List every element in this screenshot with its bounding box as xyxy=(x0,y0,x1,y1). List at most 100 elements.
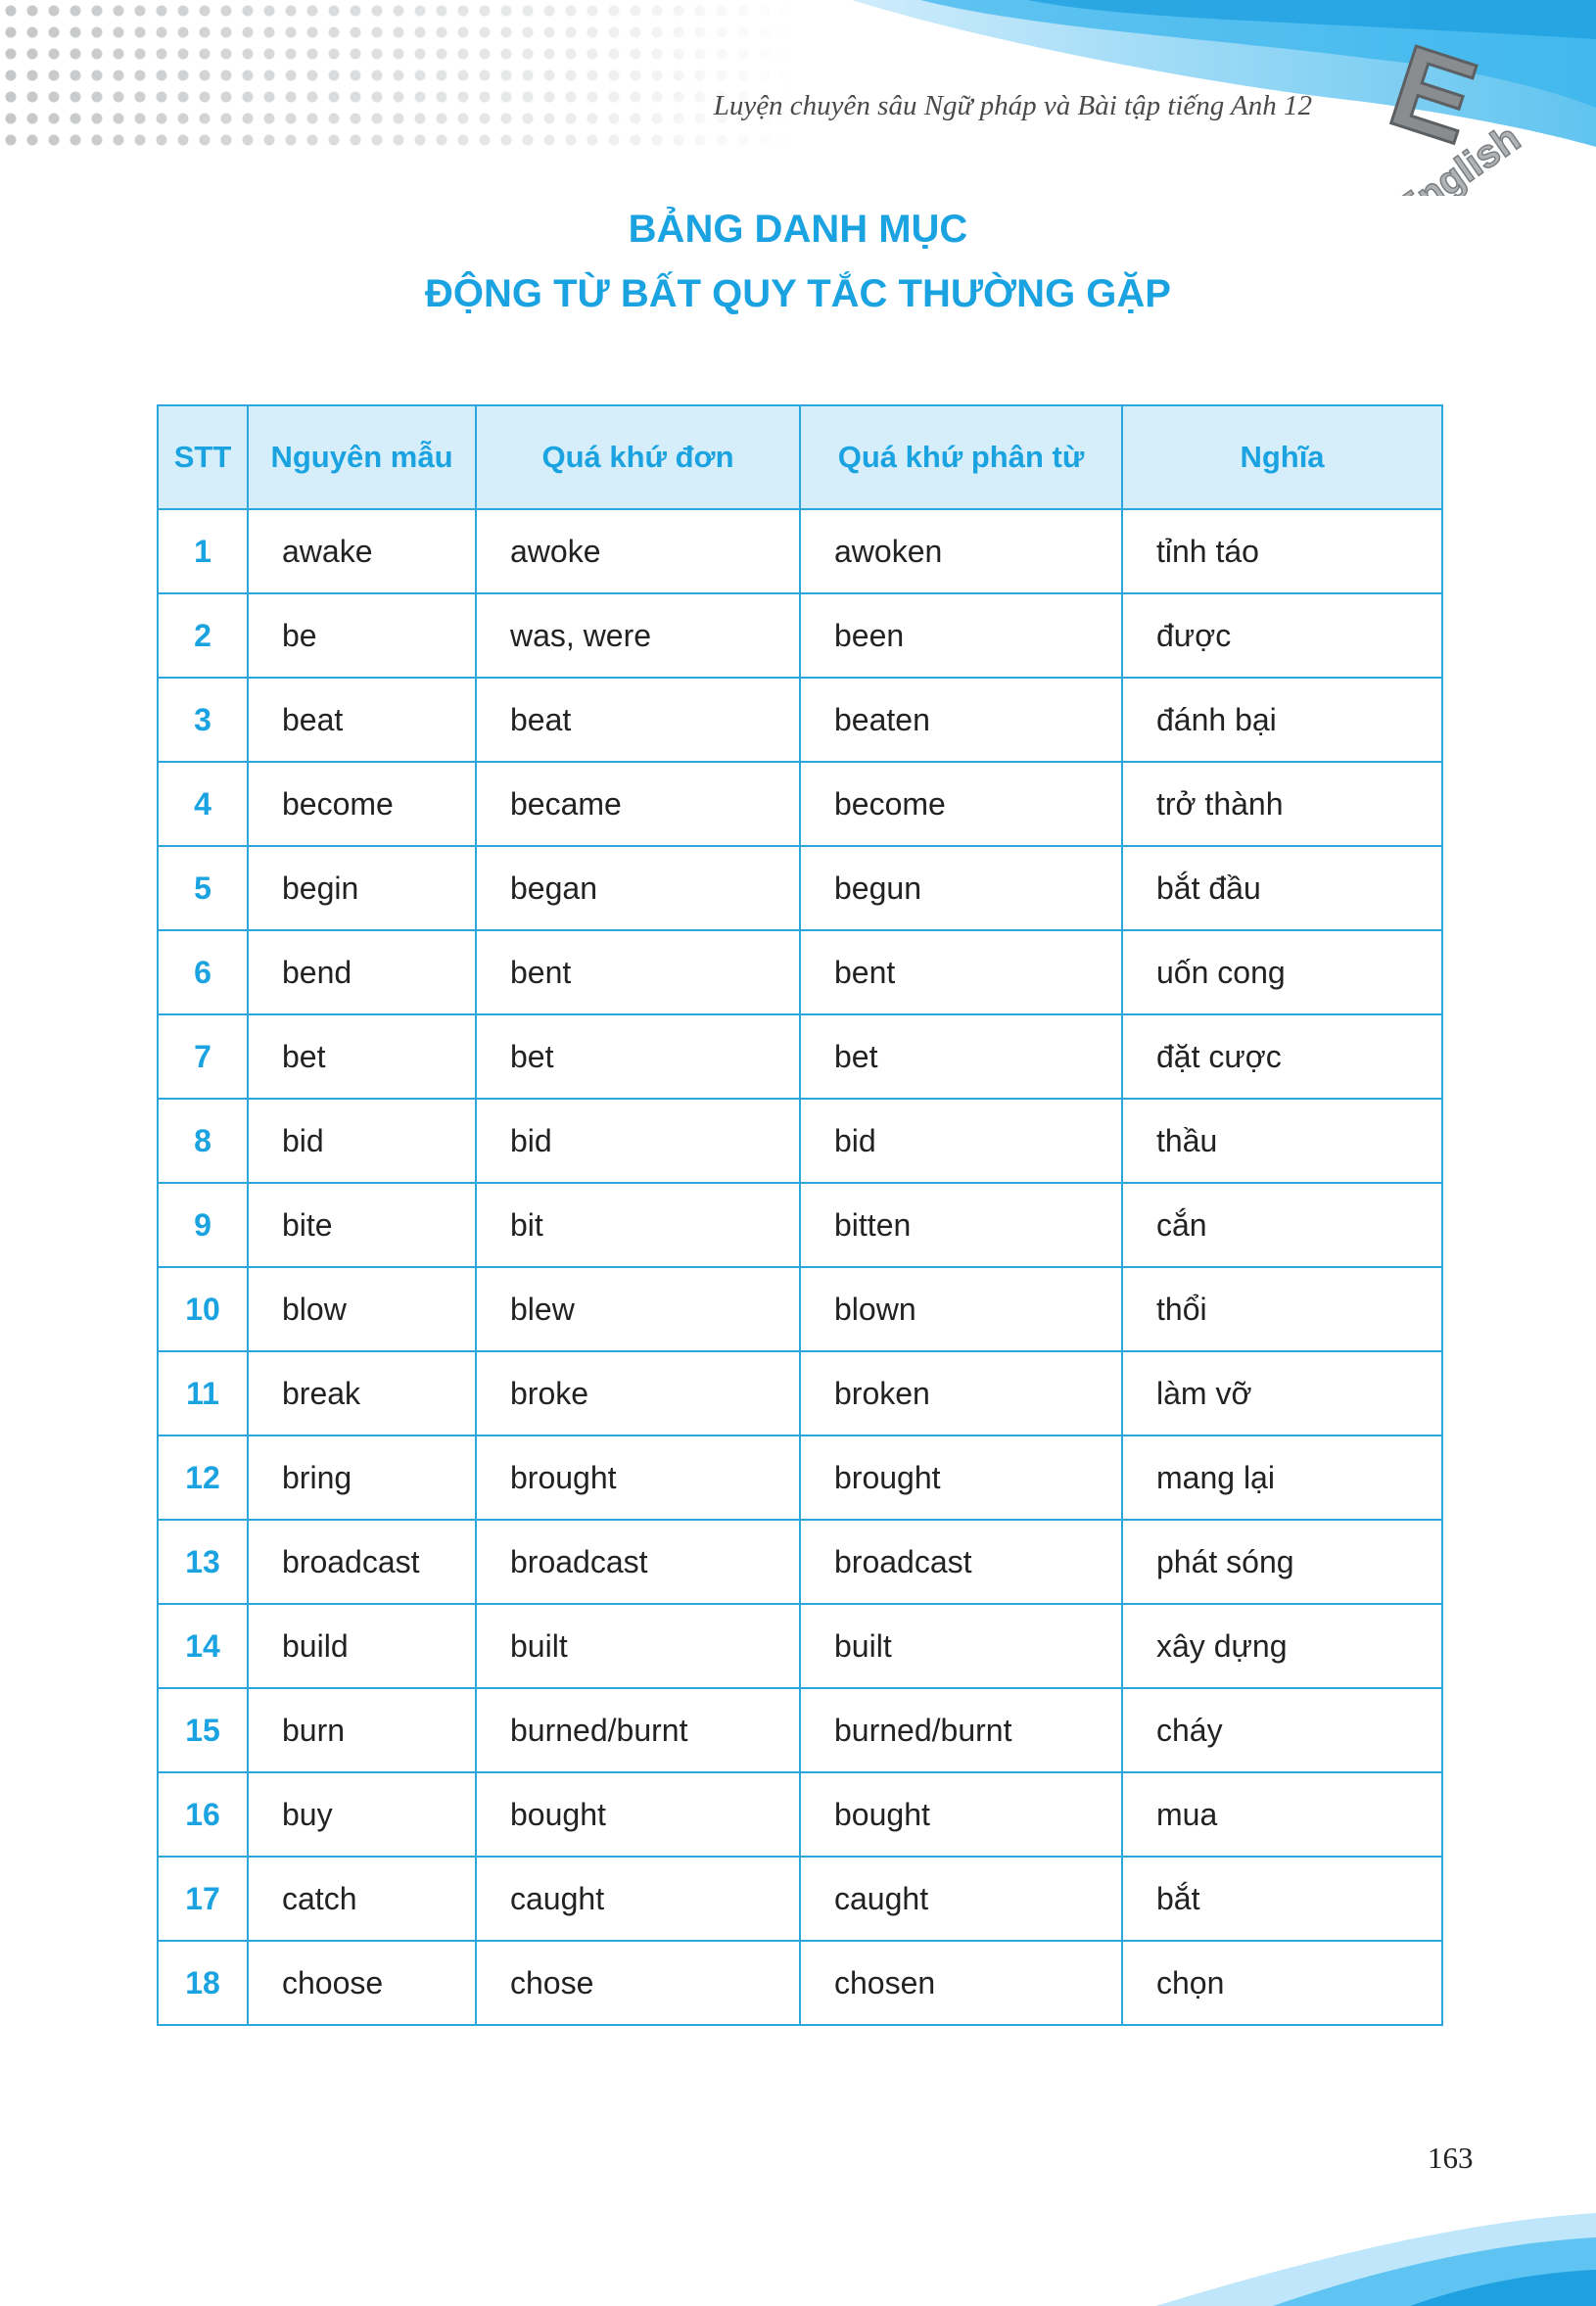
table-row: 15 burn burned/burnt burned/burnt cháy xyxy=(157,1687,1443,1773)
dot-pattern-decoration xyxy=(0,0,803,147)
cell-meaning: thổi xyxy=(1121,1266,1443,1352)
table-row: 6 bend bent bent uốn cong xyxy=(157,929,1443,1015)
cell-meaning: đặt cược xyxy=(1121,1013,1443,1100)
page-title-line2: ĐỘNG TỪ BẤT QUY TẮC THƯỜNG GẶP xyxy=(425,272,1171,315)
cell-base-form: blow xyxy=(247,1266,477,1352)
cell-past-participle: caught xyxy=(799,1856,1123,1942)
cell-past-simple: began xyxy=(475,845,801,931)
irregular-verbs-table: STT Nguyên mẫu Quá khứ đơn Quá khứ phân … xyxy=(157,404,1443,2026)
cell-base-form: choose xyxy=(247,1940,477,2026)
cell-past-simple: bent xyxy=(475,929,801,1015)
cell-base-form: break xyxy=(247,1350,477,1436)
cell-past-participle: broadcast xyxy=(799,1519,1123,1605)
book-title: Luyện chuyên sâu Ngữ pháp và Bài tập tiế… xyxy=(713,90,1312,121)
cell-meaning: đánh bại xyxy=(1121,677,1443,763)
cell-base-form: become xyxy=(247,761,477,847)
cell-base-form: buy xyxy=(247,1771,477,1858)
cell-past-simple: brought xyxy=(475,1435,801,1521)
cell-stt: 10 xyxy=(157,1266,249,1352)
cell-past-simple: beat xyxy=(475,677,801,763)
table-row: 5 begin began begun bắt đầu xyxy=(157,845,1443,931)
cell-meaning: mang lại xyxy=(1121,1435,1443,1521)
cell-past-participle: begun xyxy=(799,845,1123,931)
cell-past-participle: broken xyxy=(799,1350,1123,1436)
column-header-base: Nguyên mẫu xyxy=(247,404,477,510)
column-header-past-simple: Quá khứ đơn xyxy=(475,404,801,510)
cell-base-form: awake xyxy=(247,508,477,594)
cell-base-form: beat xyxy=(247,677,477,763)
cell-meaning: cháy xyxy=(1121,1687,1443,1773)
cell-stt: 6 xyxy=(157,929,249,1015)
cell-meaning: mua xyxy=(1121,1771,1443,1858)
cell-base-form: be xyxy=(247,592,477,679)
cell-stt: 11 xyxy=(157,1350,249,1436)
cell-past-participle: built xyxy=(799,1603,1123,1689)
table-row: 8 bid bid bid thầu xyxy=(157,1098,1443,1184)
table-row: 11 break broke broken làm vỡ xyxy=(157,1350,1443,1436)
table-row: 18 choose chose chosen chọn xyxy=(157,1940,1443,2026)
table-row: 17 catch caught caught bắt xyxy=(157,1856,1443,1942)
english-logo: E English xyxy=(1375,29,1527,196)
cell-past-simple: became xyxy=(475,761,801,847)
cell-stt: 14 xyxy=(157,1603,249,1689)
cell-past-simple: chose xyxy=(475,1940,801,2026)
table-row: 3 beat beat beaten đánh bại xyxy=(157,677,1443,763)
table-row: 4 become became become trở thành xyxy=(157,761,1443,847)
cell-stt: 3 xyxy=(157,677,249,763)
cell-past-participle: brought xyxy=(799,1435,1123,1521)
footer-wave-decoration xyxy=(1155,2213,1596,2306)
cell-past-participle: bitten xyxy=(799,1182,1123,1268)
cell-past-participle: been xyxy=(799,592,1123,679)
cell-base-form: begin xyxy=(247,845,477,931)
cell-past-simple: built xyxy=(475,1603,801,1689)
page-title-line1: BẢNG DANH MỤC xyxy=(628,208,968,251)
table-row: 1 awake awoke awoken tỉnh táo xyxy=(157,508,1443,594)
cell-meaning: bắt xyxy=(1121,1856,1443,1942)
cell-base-form: burn xyxy=(247,1687,477,1773)
cell-stt: 16 xyxy=(157,1771,249,1858)
cell-past-participle: burned/burnt xyxy=(799,1687,1123,1773)
cell-base-form: build xyxy=(247,1603,477,1689)
cell-base-form: bet xyxy=(247,1013,477,1100)
cell-past-simple: bit xyxy=(475,1182,801,1268)
cell-stt: 18 xyxy=(157,1940,249,2026)
cell-stt: 15 xyxy=(157,1687,249,1773)
cell-meaning: thầu xyxy=(1121,1098,1443,1184)
cell-meaning: phát sóng xyxy=(1121,1519,1443,1605)
cell-past-participle: chosen xyxy=(799,1940,1123,2026)
table-row: 2 be was, were been được xyxy=(157,592,1443,679)
cell-past-simple: bet xyxy=(475,1013,801,1100)
cell-past-participle: bid xyxy=(799,1098,1123,1184)
cell-stt: 1 xyxy=(157,508,249,594)
cell-past-participle: bought xyxy=(799,1771,1123,1858)
table-row: 12 bring brought brought mang lại xyxy=(157,1435,1443,1521)
cell-base-form: bid xyxy=(247,1098,477,1184)
cell-past-simple: caught xyxy=(475,1856,801,1942)
table-row: 14 build built built xây dựng xyxy=(157,1603,1443,1689)
page-number: 163 xyxy=(1428,2141,1474,2175)
table-row: 7 bet bet bet đặt cược xyxy=(157,1013,1443,1100)
cell-stt: 4 xyxy=(157,761,249,847)
cell-past-simple: bid xyxy=(475,1098,801,1184)
cell-past-simple: burned/burnt xyxy=(475,1687,801,1773)
table-row: 16 buy bought bought mua xyxy=(157,1771,1443,1858)
cell-past-participle: bet xyxy=(799,1013,1123,1100)
cell-stt: 9 xyxy=(157,1182,249,1268)
cell-past-simple: broke xyxy=(475,1350,801,1436)
cell-stt: 17 xyxy=(157,1856,249,1942)
table-row: 10 blow blew blown thổi xyxy=(157,1266,1443,1352)
cell-base-form: bite xyxy=(247,1182,477,1268)
cell-past-participle: bent xyxy=(799,929,1123,1015)
cell-past-participle: become xyxy=(799,761,1123,847)
cell-meaning: bắt đầu xyxy=(1121,845,1443,931)
column-header-stt: STT xyxy=(157,404,249,510)
cell-stt: 2 xyxy=(157,592,249,679)
cell-base-form: bring xyxy=(247,1435,477,1521)
cell-past-simple: broadcast xyxy=(475,1519,801,1605)
cell-past-simple: bought xyxy=(475,1771,801,1858)
table-header-row: STT Nguyên mẫu Quá khứ đơn Quá khứ phân … xyxy=(157,404,1443,510)
cell-past-participle: beaten xyxy=(799,677,1123,763)
table-row: 9 bite bit bitten cắn xyxy=(157,1182,1443,1268)
cell-past-simple: blew xyxy=(475,1266,801,1352)
cell-meaning: cắn xyxy=(1121,1182,1443,1268)
